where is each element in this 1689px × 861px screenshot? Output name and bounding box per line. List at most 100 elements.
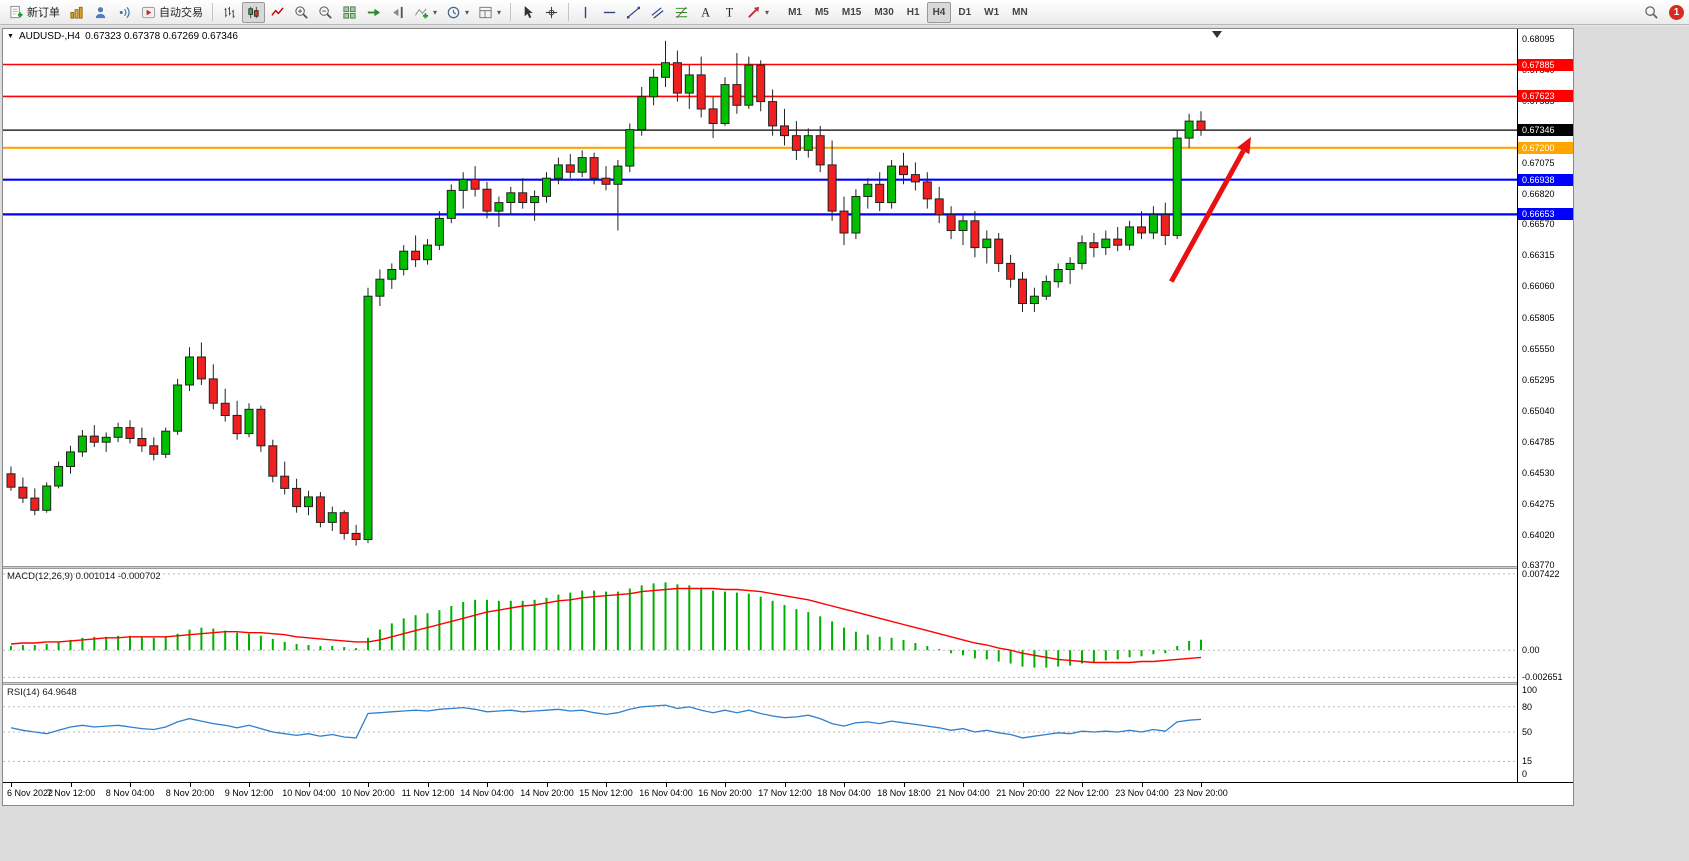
arrows-tool-icon <box>748 6 760 18</box>
time-tick <box>368 783 369 787</box>
time-tick <box>606 783 607 787</box>
auto-scroll-button[interactable] <box>362 2 385 23</box>
price-axis-label: 0.64530 <box>1522 468 1555 478</box>
toolbar-separator <box>568 3 570 21</box>
chevron-down-icon: ▾ <box>433 7 438 17</box>
pane-divider[interactable] <box>3 682 1573 685</box>
bar-chart-button[interactable] <box>218 2 241 23</box>
pane-divider[interactable] <box>3 566 1573 569</box>
time-axis-label: 11 Nov 12:00 <box>401 788 455 798</box>
collapse-triangle-icon[interactable]: ▼ <box>7 33 14 40</box>
price-axis-label: 0.66060 <box>1522 281 1555 291</box>
candlestick-button[interactable] <box>242 1 265 23</box>
new-order-button[interactable]: 新订单 <box>5 2 64 23</box>
time-tick <box>1142 783 1143 787</box>
candlestick-chart[interactable] <box>3 29 1517 566</box>
cursor-icon <box>524 5 533 18</box>
arrows-tool-button[interactable]: ▾ <box>742 2 773 23</box>
time-tick <box>130 783 131 787</box>
time-axis[interactable]: 6 Nov 2022 7 Nov 12:00 8 Nov 04:00 8 Nov 20… <box>3 782 1573 805</box>
rsi-pane[interactable]: RSI(14) 64.9648 <box>3 685 1517 782</box>
time-tick <box>547 783 548 787</box>
text-button[interactable]: A <box>694 2 717 23</box>
price-tag: 0.67200 <box>1518 142 1573 154</box>
price-tag: 0.67346 <box>1518 124 1573 136</box>
text-label-icon: T <box>726 5 734 19</box>
price-tag: 0.67623 <box>1518 90 1573 102</box>
notification-badge[interactable]: 1 <box>1669 4 1684 20</box>
time-axis-label: 17 Nov 12:00 <box>758 788 812 798</box>
timeframe-h4-button[interactable]: H4 <box>926 1 952 23</box>
timeframe-d1-button[interactable]: D1 <box>952 2 977 23</box>
alerts-button[interactable] <box>113 2 136 23</box>
profiles-button[interactable] <box>89 2 112 23</box>
templates-button[interactable]: ▾ <box>474 2 505 23</box>
time-axis-label: 15 Nov 12:00 <box>579 788 633 798</box>
main-price-pane[interactable]: ▼ AUDUSD-,H4 0.67323 0.67378 0.67269 0.6… <box>3 29 1517 566</box>
price-axis-label: 0.65295 <box>1522 375 1555 385</box>
channel-button[interactable] <box>646 2 669 23</box>
vertical-line-button[interactable] <box>574 2 597 23</box>
time-tick <box>428 783 429 787</box>
tile-windows-button[interactable] <box>338 2 361 23</box>
text-label-button[interactable]: T <box>718 2 741 23</box>
price-axis-label: -0.002651 <box>1522 672 1563 682</box>
price-axis-label: 0.66315 <box>1522 250 1555 260</box>
price-axis-label: 0.64785 <box>1522 437 1555 447</box>
price-tag: 0.67885 <box>1518 59 1573 71</box>
time-axis-label: 14 Nov 04:00 <box>460 788 514 798</box>
time-axis-label: 22 Nov 12:00 <box>1055 788 1109 798</box>
time-tick <box>1023 783 1024 787</box>
crosshair-button[interactable] <box>540 2 563 23</box>
chevron-down-icon: ▾ <box>765 7 770 17</box>
cursor-button[interactable] <box>516 2 539 23</box>
fibonacci-icon <box>675 6 688 18</box>
timeframe-m30-button[interactable]: M30 <box>868 2 899 23</box>
macd-chart[interactable] <box>3 569 1517 682</box>
new-chart-button[interactable] <box>65 2 88 23</box>
auto-scroll-icon <box>367 8 381 16</box>
line-chart-button[interactable] <box>266 2 289 23</box>
price-axis-label: 100 <box>1522 685 1538 695</box>
chart-shift-button[interactable] <box>386 2 409 23</box>
chart-window[interactable]: ▼ AUDUSD-,H4 0.67323 0.67378 0.67269 0.6… <box>2 28 1574 806</box>
fibonacci-button[interactable] <box>670 2 693 23</box>
timeframe-w1-button[interactable]: W1 <box>978 2 1005 23</box>
search-button[interactable] <box>1640 2 1663 23</box>
text-icon: A <box>701 5 710 19</box>
trendline-button[interactable] <box>622 2 645 23</box>
price-axis[interactable]: 0.680950.678400.675850.673300.670750.668… <box>1517 29 1573 782</box>
price-tag: 0.66653 <box>1518 208 1573 220</box>
macd-pane[interactable]: MACD(12,26,9) 0.001014 -0.000702 <box>3 569 1517 682</box>
zoom-out-button[interactable] <box>314 2 337 23</box>
price-axis-label: 0.66820 <box>1522 189 1555 199</box>
zoom-in-button[interactable] <box>290 2 313 23</box>
trendline-icon <box>626 6 641 18</box>
periods-button[interactable]: ▾ <box>442 2 473 23</box>
time-tick <box>904 783 905 787</box>
auto-trading-label: 自动交易 <box>159 7 203 19</box>
alerts-sound-icon <box>119 6 130 18</box>
time-tick <box>487 783 488 787</box>
auto-trading-button[interactable]: 自动交易 <box>137 2 207 23</box>
price-axis-label: 0.65805 <box>1522 313 1555 323</box>
toolbar-separator <box>212 3 213 21</box>
toolbar-separator <box>510 3 512 21</box>
timeframe-m1-button[interactable]: M1 <box>782 2 808 23</box>
timeframe-m15-button[interactable]: M15 <box>836 2 867 23</box>
price-axis-label: 80 <box>1522 702 1533 712</box>
time-tick <box>844 783 845 787</box>
time-axis-label: 14 Nov 20:00 <box>520 788 574 798</box>
indicators-button[interactable]: ▾ <box>410 2 441 23</box>
timeframe-mn-button[interactable]: MN <box>1006 2 1034 23</box>
timeframe-m5-button[interactable]: M5 <box>809 2 835 23</box>
time-axis-label: 21 Nov 20:00 <box>996 788 1050 798</box>
rsi-chart[interactable] <box>3 685 1517 782</box>
templates-icon <box>479 6 492 18</box>
price-axis-label: 0.64020 <box>1522 530 1555 540</box>
timeframe-h1-button[interactable]: H1 <box>901 2 926 23</box>
time-tick <box>249 783 250 787</box>
horizontal-line-button[interactable] <box>598 2 621 23</box>
profiles-icon <box>95 6 106 18</box>
